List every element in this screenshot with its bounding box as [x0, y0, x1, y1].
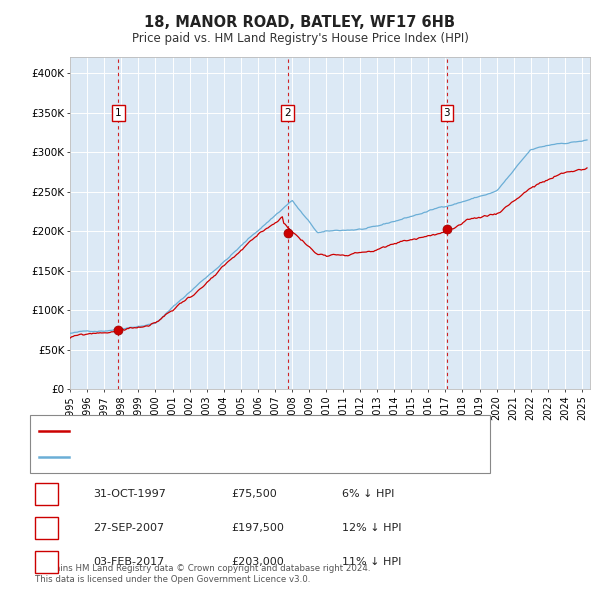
- Text: 31-OCT-1997: 31-OCT-1997: [93, 489, 166, 499]
- Text: 18, MANOR ROAD, BATLEY, WF17 6HB: 18, MANOR ROAD, BATLEY, WF17 6HB: [145, 15, 455, 30]
- Text: Contains HM Land Registry data © Crown copyright and database right 2024.: Contains HM Land Registry data © Crown c…: [35, 565, 370, 573]
- Text: £197,500: £197,500: [231, 523, 284, 533]
- Text: 18, MANOR ROAD, BATLEY, WF17 6HB (detached house): 18, MANOR ROAD, BATLEY, WF17 6HB (detach…: [73, 425, 367, 435]
- Text: 3: 3: [443, 107, 450, 117]
- Text: 03-FEB-2017: 03-FEB-2017: [93, 557, 164, 567]
- Text: Price paid vs. HM Land Registry's House Price Index (HPI): Price paid vs. HM Land Registry's House …: [131, 32, 469, 45]
- Text: HPI: Average price, detached house, Kirklees: HPI: Average price, detached house, Kirk…: [73, 453, 308, 463]
- Text: 27-SEP-2007: 27-SEP-2007: [93, 523, 164, 533]
- Text: 1: 1: [115, 107, 122, 117]
- Text: 11% ↓ HPI: 11% ↓ HPI: [342, 557, 401, 567]
- Text: 1: 1: [43, 489, 50, 499]
- Text: 12% ↓ HPI: 12% ↓ HPI: [342, 523, 401, 533]
- Text: 6% ↓ HPI: 6% ↓ HPI: [342, 489, 394, 499]
- Text: This data is licensed under the Open Government Licence v3.0.: This data is licensed under the Open Gov…: [35, 575, 310, 584]
- Text: £75,500: £75,500: [231, 489, 277, 499]
- Text: £203,000: £203,000: [231, 557, 284, 567]
- Text: 2: 2: [43, 523, 50, 533]
- Text: 2: 2: [284, 107, 291, 117]
- Text: 3: 3: [43, 557, 50, 567]
